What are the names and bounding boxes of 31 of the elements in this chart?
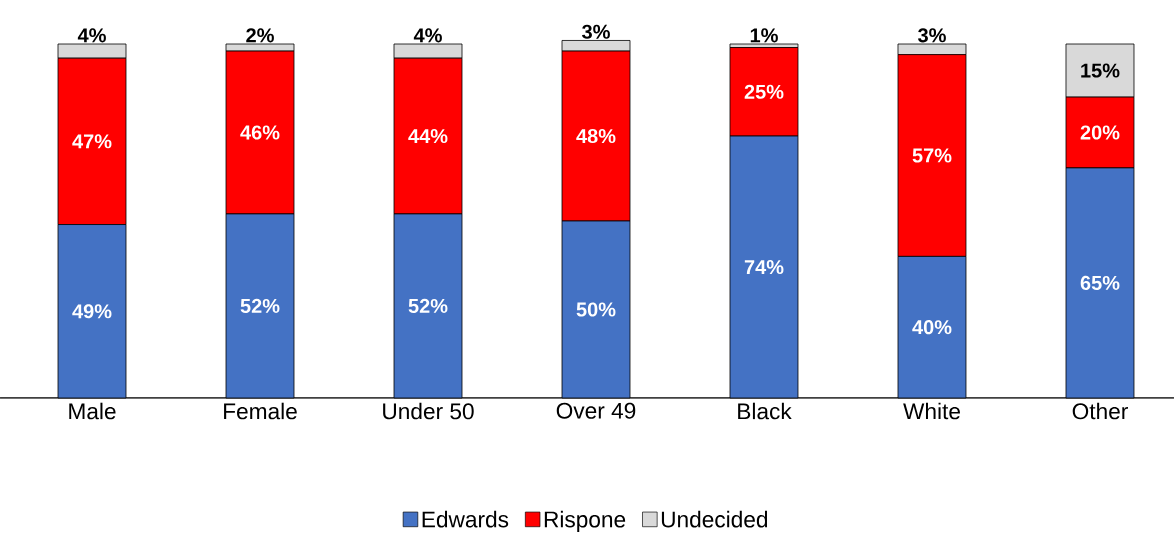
- data-label: 3%: [582, 24, 610, 39]
- legend-label: Rispone: [544, 510, 626, 532]
- data-label: 57%: [912, 148, 952, 163]
- x-tick-label: Female: [224, 402, 297, 420]
- data-label: 50%: [576, 302, 616, 317]
- x-tick-label: Other: [1072, 402, 1128, 420]
- data-label: 52%: [240, 298, 280, 314]
- data-label: 49%: [72, 304, 112, 319]
- legend-label: Edwards: [422, 510, 509, 528]
- data-label: 1%: [750, 28, 778, 43]
- data-label: 15%: [1081, 63, 1120, 78]
- data-label: 74%: [744, 259, 784, 275]
- data-label: 25%: [744, 84, 784, 99]
- data-label: 65%: [1080, 275, 1120, 291]
- data-label: 52%: [408, 298, 448, 314]
- data-label: 40%: [912, 320, 952, 335]
- x-tick-label: Over 49: [556, 402, 636, 419]
- data-label: 48%: [576, 128, 616, 144]
- data-label: 4%: [77, 28, 106, 43]
- x-tick-label: Under 50: [383, 402, 474, 420]
- data-label: 2%: [246, 28, 274, 43]
- data-label: 47%: [72, 134, 112, 149]
- x-tick-label: Black: [738, 402, 792, 420]
- x-tick-label: Male: [69, 402, 116, 420]
- legend-label: Undecided: [661, 510, 768, 528]
- data-label: 3%: [918, 28, 946, 43]
- data-label: 4%: [413, 28, 442, 43]
- x-tick-label: White: [903, 402, 960, 420]
- data-label: 44%: [408, 129, 448, 144]
- data-label: 46%: [240, 125, 280, 140]
- data-label: 20%: [1080, 125, 1120, 140]
